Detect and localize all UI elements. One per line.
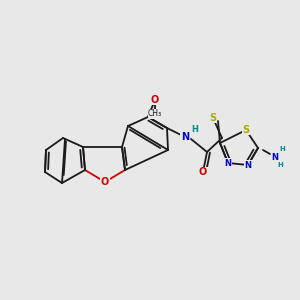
Text: N: N [272, 152, 278, 161]
Text: H: H [279, 146, 285, 152]
Text: H: H [277, 162, 283, 168]
Text: O: O [151, 95, 159, 105]
Text: N: N [224, 158, 232, 167]
Text: O: O [199, 167, 207, 177]
Text: S: S [209, 113, 217, 123]
Text: O: O [101, 177, 109, 187]
Text: N: N [181, 132, 189, 142]
Text: CH₃: CH₃ [148, 110, 162, 118]
Text: N: N [244, 160, 251, 169]
Text: H: H [192, 124, 198, 134]
Text: S: S [242, 125, 250, 135]
